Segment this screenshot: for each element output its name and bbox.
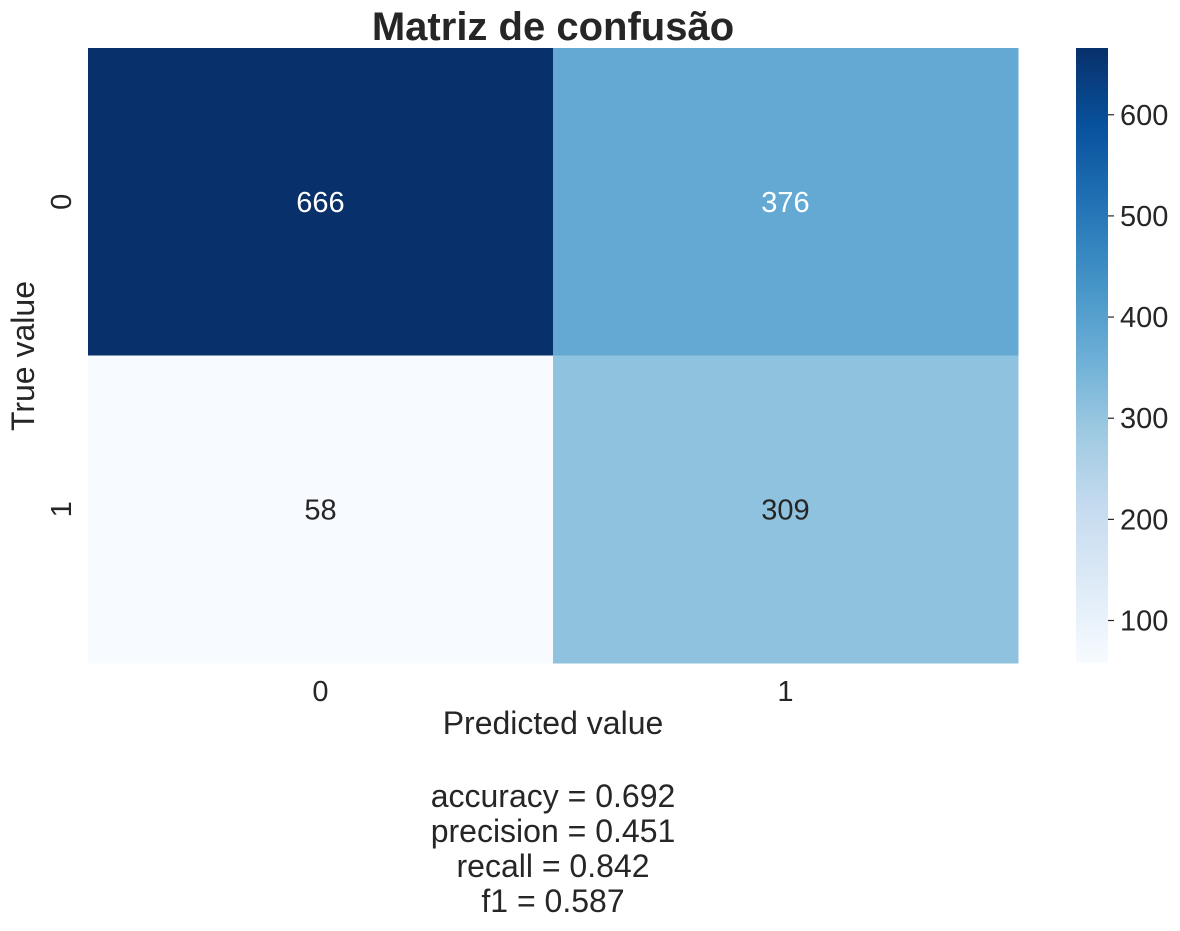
heatmap-cell-labels: 666 376 58 309 <box>296 187 809 527</box>
heatmap-cell <box>88 355 554 664</box>
heatmap-cell <box>553 355 1019 664</box>
colorbar-tick-label: 300 <box>1120 403 1168 435</box>
metric-line: accuracy = 0.692 <box>431 778 676 814</box>
chart-title: Matriz de confusão <box>372 5 734 49</box>
metric-line: f1 = 0.587 <box>481 883 624 919</box>
cell-value-label: 376 <box>761 187 809 219</box>
colorbar-tick-label: 100 <box>1120 606 1168 638</box>
cell-value-label: 309 <box>761 494 809 526</box>
colorbar <box>1076 48 1108 663</box>
colorbar-tick-label: 600 <box>1120 100 1168 132</box>
metric-line: precision = 0.451 <box>431 813 676 849</box>
metric-line: recall = 0.842 <box>456 848 649 884</box>
cell-value-label: 666 <box>296 187 344 219</box>
x-tick-label: 0 <box>312 676 328 708</box>
heatmap-cells <box>88 48 1019 664</box>
heatmap-cell <box>88 48 554 356</box>
y-tick-label: 0 <box>46 194 78 210</box>
x-axis-label: Predicted value <box>443 705 664 741</box>
y-tick-labels: 01 <box>46 194 78 518</box>
colorbar-tick-label: 200 <box>1120 504 1168 536</box>
y-axis-label: True value <box>5 281 41 431</box>
y-tick-label: 1 <box>46 501 78 517</box>
x-tick-label: 1 <box>777 676 793 708</box>
heatmap-cell <box>553 48 1019 356</box>
colorbar-ticks: 100 200 300 400 500 600 <box>1108 100 1168 638</box>
colorbar-tick-label: 400 <box>1120 302 1168 334</box>
cell-value-label: 58 <box>304 494 336 526</box>
colorbar-tick-label: 500 <box>1120 201 1168 233</box>
